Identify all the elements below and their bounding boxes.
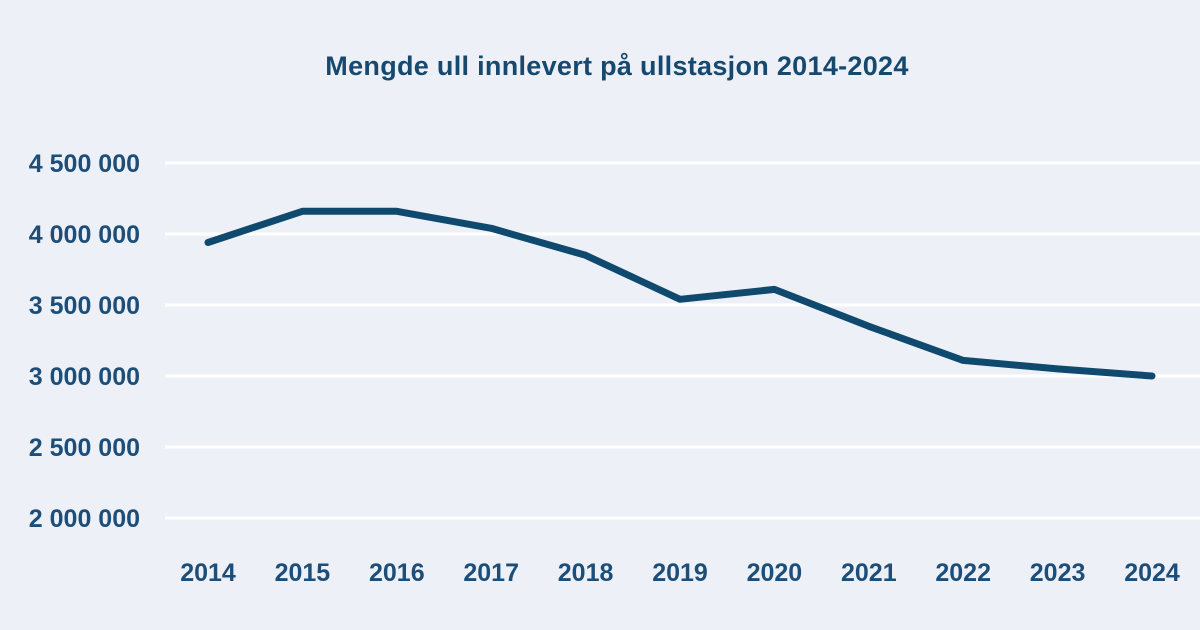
y-axis-tick-label: 4 000 000 — [29, 221, 140, 249]
y-axis-tick-label: 3 500 000 — [29, 292, 140, 320]
y-axis-tick-label: 3 000 000 — [29, 363, 140, 391]
y-axis-tick-label: 2 500 000 — [29, 434, 140, 462]
x-axis-tick-label: 2017 — [463, 559, 519, 587]
y-axis-tick-label: 4 500 000 — [29, 150, 140, 178]
x-axis-tick-label: 2022 — [935, 559, 991, 587]
x-axis-tick-label: 2019 — [652, 559, 708, 587]
x-axis-tick-label: 2014 — [180, 559, 236, 587]
x-axis-tick-label: 2020 — [747, 559, 803, 587]
x-axis-tick-label: 2015 — [275, 559, 331, 587]
x-axis-tick-label: 2018 — [558, 559, 614, 587]
wool-amount-line — [204, 207, 1156, 380]
x-axis-tick-label: 2024 — [1124, 559, 1180, 587]
x-axis-tick-label: 2021 — [841, 559, 897, 587]
x-axis-tick-label: 2016 — [369, 559, 425, 587]
chart-title: Mengde ull innlevert på ullstasjon 2014-… — [325, 51, 909, 81]
y-axis-tick-label: 2 000 000 — [29, 505, 140, 533]
x-axis-tick-label: 2023 — [1030, 559, 1086, 587]
